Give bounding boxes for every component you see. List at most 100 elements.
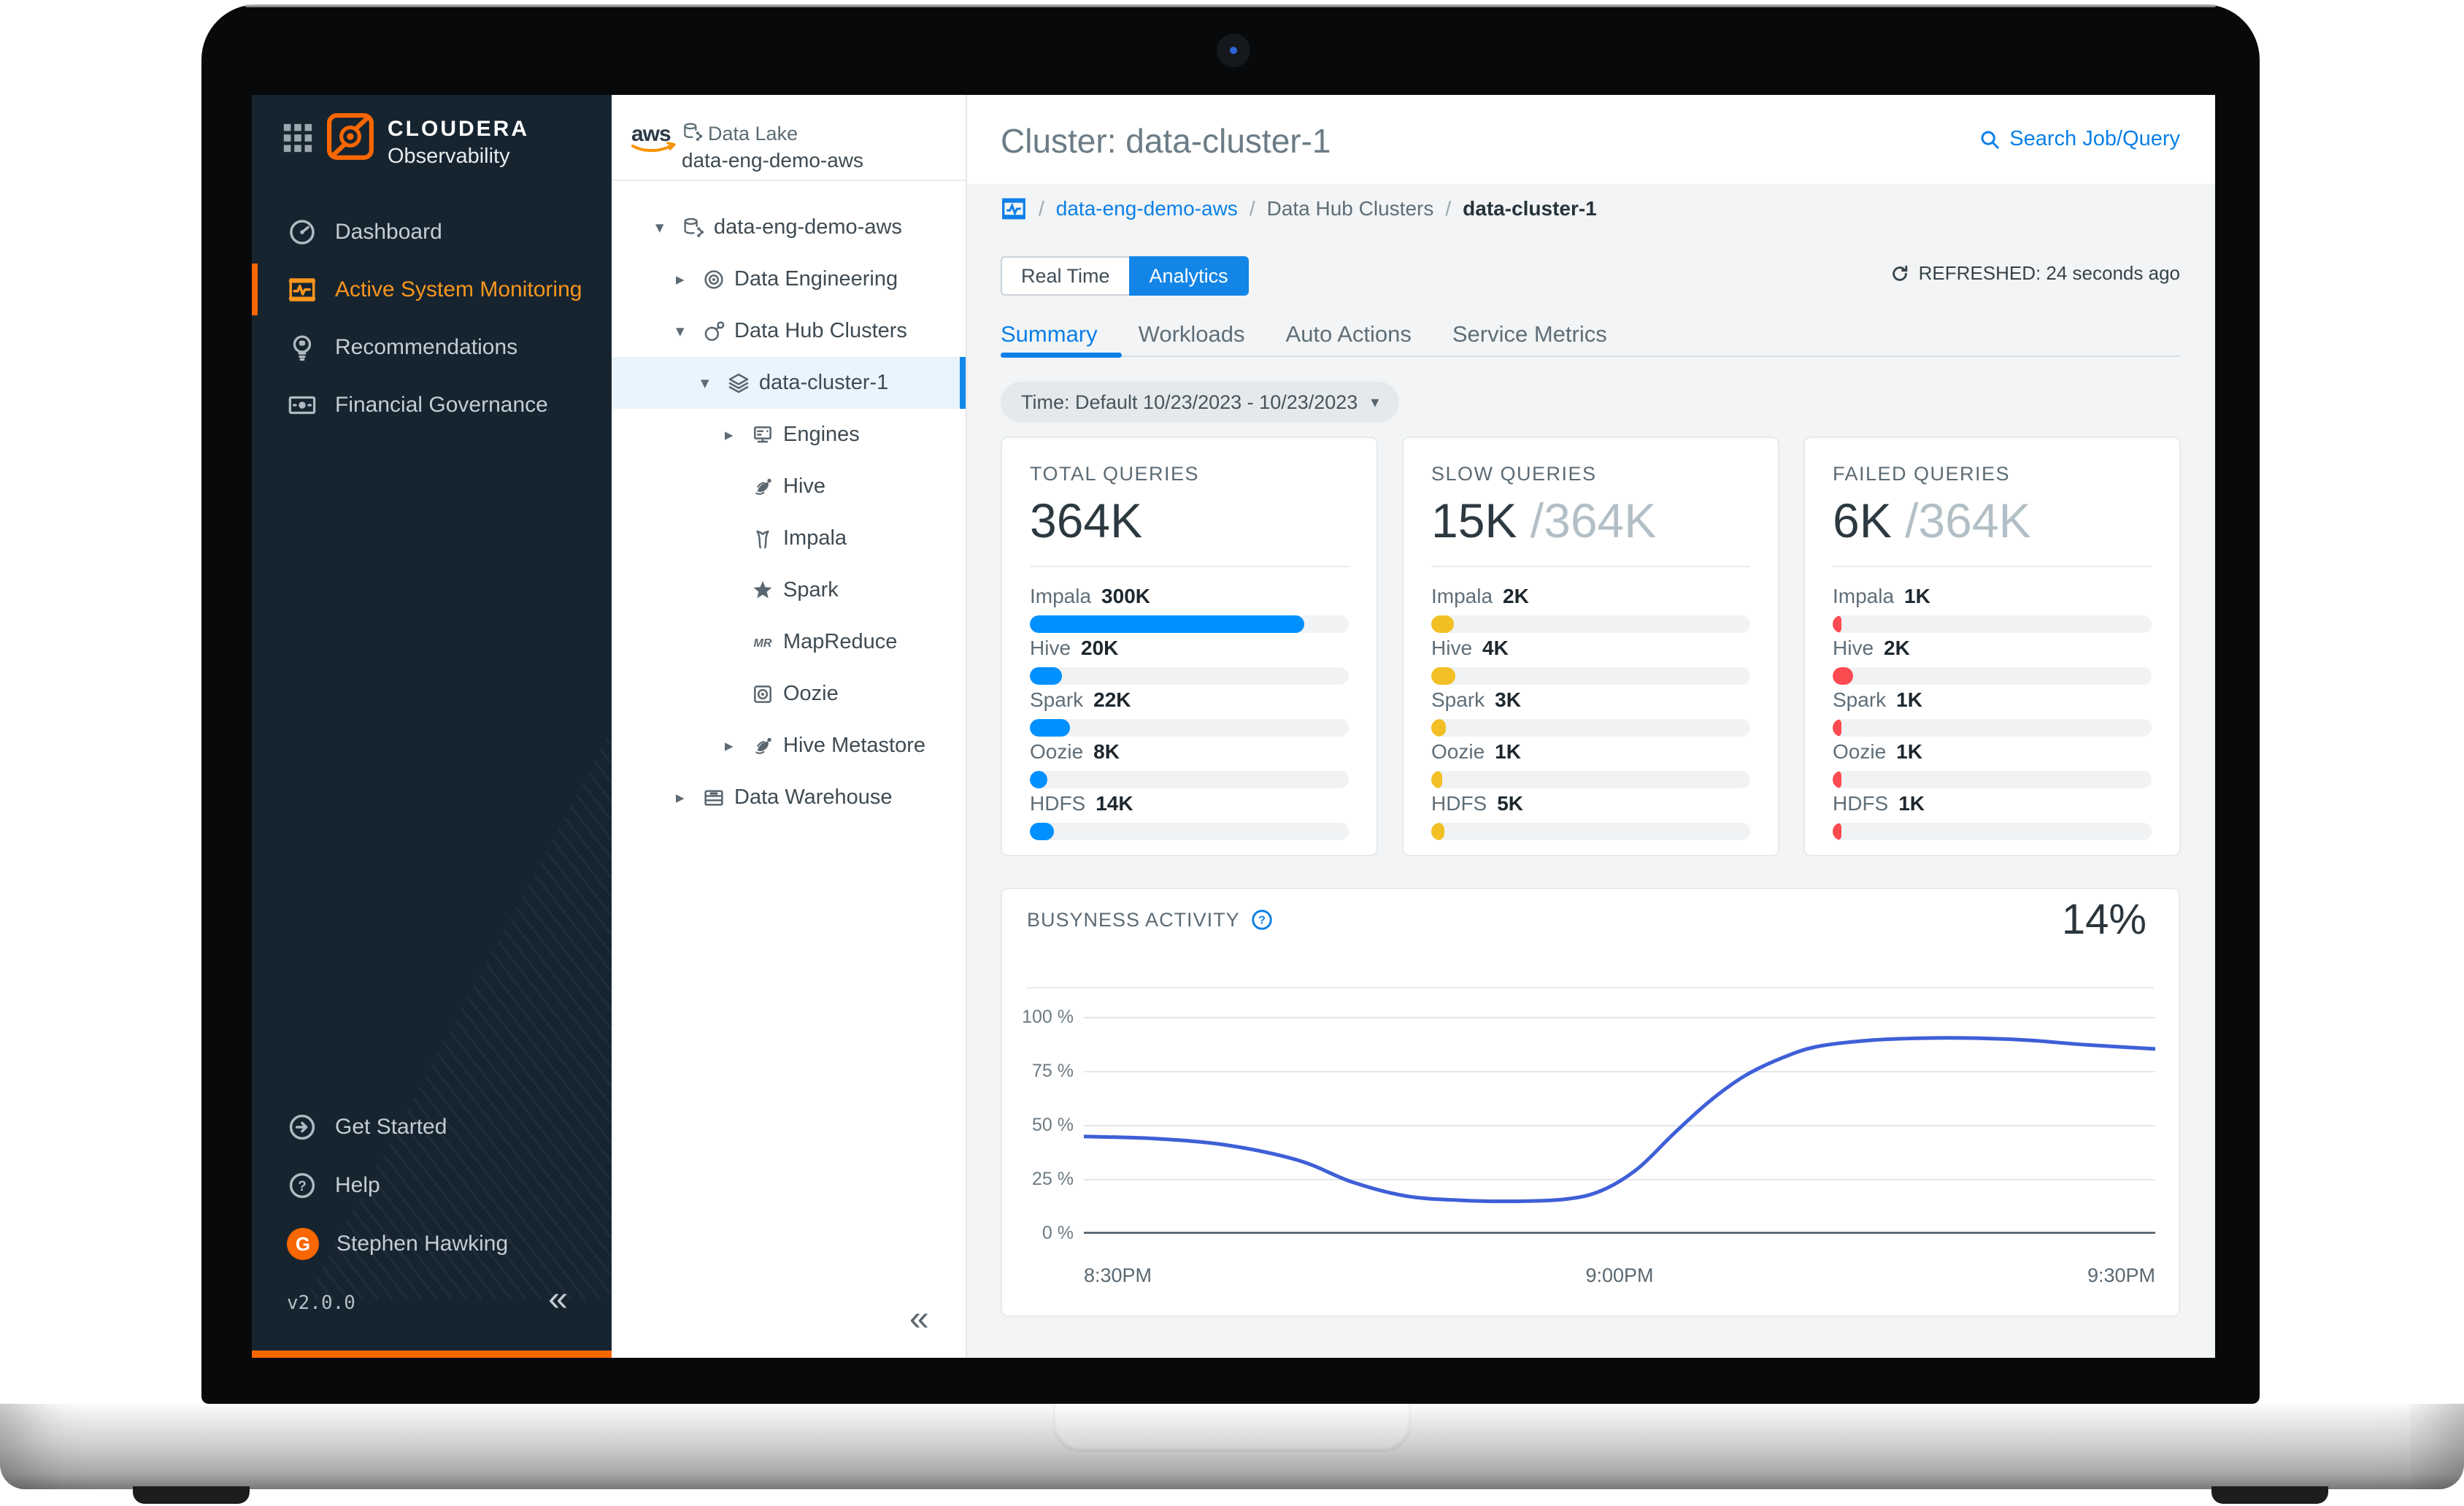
engine-bar-row-oozie: Oozie 1K	[1431, 740, 1750, 792]
warehouse-icon	[702, 786, 725, 810]
tree-item-data-eng-demo-aws[interactable]: ▾ data-eng-demo-aws	[612, 201, 966, 253]
engine-bar-track	[1833, 615, 2152, 633]
engine-bar-row-impala: Impala 2K	[1431, 585, 1750, 637]
tree-item-label: data-eng-demo-aws	[714, 215, 902, 239]
sidebar-item-help[interactable]: ? Help	[252, 1156, 612, 1215]
tree-item-hive[interactable]: Hive	[612, 461, 966, 512]
page-title: Cluster: data-cluster-1	[1001, 122, 1331, 160]
mode-toggle: Real Time Analytics	[1001, 256, 1249, 296]
engine-bar-track	[1431, 771, 1750, 788]
svg-text:MR: MR	[754, 637, 772, 650]
sidebar-item-stephen-hawking[interactable]: G Stephen Hawking	[252, 1215, 612, 1273]
y-tick-label: 25 %	[1032, 1169, 1074, 1189]
tab-divider	[1001, 356, 2180, 357]
tree-item-data-hub-clusters[interactable]: ▾ Data Hub Clusters	[612, 305, 966, 357]
monitoring-breadcrumb-icon[interactable]	[1001, 196, 1027, 222]
search-link-label: Search Job/Query	[2009, 127, 2180, 150]
engine-bar-track	[1431, 615, 1750, 633]
tree-item-oozie[interactable]: Oozie	[612, 668, 966, 720]
sidebar-item-recommendations[interactable]: Recommendations	[252, 318, 612, 376]
engine-value: 14K	[1096, 792, 1133, 815]
engine-bar-fill	[1030, 771, 1048, 788]
card-divider	[1833, 566, 2152, 567]
brand-wordmark: CLOUDERA Observability	[388, 117, 529, 169]
tab-summary[interactable]: Summary	[1001, 321, 1098, 347]
engine-bar-row-oozie: Oozie 1K	[1833, 740, 2152, 792]
tab-active-indicator	[1001, 353, 1122, 358]
refreshed-status: REFRESHED: 24 seconds ago	[1890, 262, 2180, 285]
webcam	[1217, 34, 1250, 67]
sidebar-item-label: Financial Governance	[335, 392, 548, 417]
monitoring-icon	[287, 274, 317, 305]
engine-value: 1K	[1904, 585, 1930, 607]
chart-y-axis-labels: 100 % 75 % 50 % 25 % 0 %	[1022, 889, 1074, 1315]
engine-bar-track	[1431, 823, 1750, 840]
engine-bar-row-hdfs: HDFS 14K	[1030, 792, 1349, 844]
breadcrumb-item-data-hub-clusters[interactable]: Data Hub Clusters	[1266, 197, 1434, 220]
y-tick-label: 100 %	[1022, 1007, 1074, 1027]
engine-value: 1K	[1495, 740, 1521, 763]
engine-bar-fill	[1833, 719, 1842, 737]
tree-item-spark[interactable]: Spark	[612, 564, 966, 616]
tree-expand-down-icon[interactable]: ▾	[655, 218, 664, 237]
engine-bar-fill	[1030, 615, 1304, 633]
engine-bar-row-hdfs: HDFS 5K	[1431, 792, 1750, 844]
help-circle-icon[interactable]: ?	[1250, 908, 1274, 931]
tree-expand-right-icon[interactable]: ▸	[725, 736, 734, 755]
engine-bar-row-spark: Spark 22K	[1030, 688, 1349, 740]
card-value: 364K	[1030, 493, 1143, 548]
sidebar-item-get-started[interactable]: Get Started	[252, 1098, 612, 1156]
tree-item-data-cluster-1[interactable]: ▾ data-cluster-1	[612, 357, 966, 409]
tree-collapse-icon[interactable]: «	[909, 1299, 929, 1338]
main-content: Cluster: data-cluster-1 Search Job/Query	[967, 95, 2215, 1358]
sidebar-item-active-system-monitoring[interactable]: Active System Monitoring	[252, 261, 612, 318]
tree-item-data-warehouse[interactable]: ▸ Data Warehouse	[612, 772, 966, 823]
engine-bar-track	[1030, 667, 1349, 685]
tree-item-engines[interactable]: ▸ Engines	[612, 409, 966, 461]
refresh-icon[interactable]	[1890, 264, 1910, 284]
sidebar-item-financial-governance[interactable]: Financial Governance	[252, 376, 612, 434]
tree-expand-right-icon[interactable]: ▸	[676, 788, 685, 807]
failed-queries-card: FAILED QUERIES 6K /364K Impala 1K Hive 2K Spar…	[1803, 437, 2181, 856]
sidebar-item-dashboard[interactable]: Dashboard	[252, 203, 612, 261]
tab-workloads[interactable]: Workloads	[1138, 321, 1245, 347]
tree-rows: ▾ data-eng-demo-aws ▸ Data Engineering ▾ Data…	[612, 201, 966, 823]
breadcrumb-separator: /	[1445, 197, 1452, 220]
time-range-filter[interactable]: Time: Default 10/23/2023 - 10/23/2023 ▾	[1001, 382, 1400, 423]
card-title: FAILED QUERIES	[1833, 463, 2011, 485]
breadcrumb-separator: /	[1249, 197, 1255, 220]
primary-sidebar: CLOUDERA Observability Dashboard Active S…	[252, 95, 612, 1358]
sidebar-item-label: Stephen Hawking	[336, 1232, 509, 1256]
engines-icon	[751, 423, 774, 447]
tab-service-metrics[interactable]: Service Metrics	[1452, 321, 1607, 347]
tab-auto-actions[interactable]: Auto Actions	[1285, 321, 1412, 347]
tree-expand-down-icon[interactable]: ▾	[676, 321, 685, 340]
engine-bar-row-oozie: Oozie 8K	[1030, 740, 1349, 792]
tree-item-hive-metastore[interactable]: ▸ Hive Metastore	[612, 720, 966, 772]
engine-value: 1K	[1898, 792, 1925, 815]
engine-bar-fill	[1431, 615, 1454, 633]
environment-header: aws Data Lake	[612, 95, 966, 181]
tree-expand-right-icon[interactable]: ▸	[676, 269, 685, 288]
real-time-toggle-button[interactable]: Real Time	[1001, 256, 1129, 296]
tree-item-mapreduce[interactable]: MR MapReduce	[612, 616, 966, 668]
app-grid-icon[interactable]	[281, 121, 315, 155]
tree-item-label: Oozie	[783, 682, 839, 705]
tree-item-impala[interactable]: Impala	[612, 512, 966, 564]
engine-bar-fill	[1431, 719, 1446, 737]
layers-icon	[727, 372, 750, 395]
engine-bar-row-hive: Hive 4K	[1431, 637, 1750, 688]
tree-item-label: data-cluster-1	[759, 371, 889, 394]
sidebar-collapse-icon[interactable]: «	[548, 1280, 568, 1318]
analytics-toggle-button[interactable]: Analytics	[1128, 256, 1249, 296]
breadcrumb-item-environment[interactable]: data-eng-demo-aws	[1055, 197, 1238, 220]
tree-item-data-engineering[interactable]: ▸ Data Engineering	[612, 253, 966, 305]
engine-bar-fill	[1833, 771, 1842, 788]
tree-expand-right-icon[interactable]: ▸	[725, 425, 734, 444]
time-range-label: Time: Default 10/23/2023 - 10/23/2023	[1021, 391, 1358, 413]
breadcrumb-separator: /	[1039, 197, 1044, 220]
engine-label: Hive	[1431, 637, 1473, 659]
tree-expand-down-icon[interactable]: ▾	[701, 373, 709, 392]
search-job-query-link[interactable]: Search Job/Query	[1979, 127, 2180, 151]
engine-bar-fill	[1030, 719, 1070, 737]
